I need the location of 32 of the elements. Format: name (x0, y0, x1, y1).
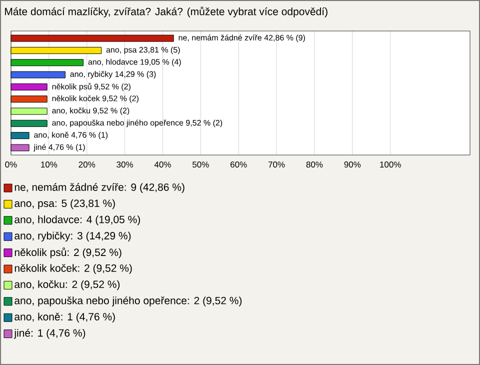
x-tick-label: 10% (41, 162, 58, 168)
data-label: ano, hlodavce 19,05 % (4) (88, 58, 181, 66)
data-label: ano, koně 4,76 % (1) (34, 132, 108, 140)
x-tick-label: 20% (78, 162, 96, 168)
text: jiné: 1 (4,76 %) (14, 328, 86, 339)
text: ano, kočku: 2 (9,52 %) (14, 280, 120, 290)
x-tick-label: 100% (380, 162, 401, 168)
data-label: několik psů 9,52 % (2) (52, 82, 130, 91)
text: ano, rybičky: 3 (14,29 %) (14, 232, 131, 242)
chart-title: Máte domácí mazlíčky, zvířata? Jaká? (můžete vybrat více odpovědí) (5, 6, 328, 18)
x-tick-label: 90% (344, 162, 361, 168)
text: ne, nemám žádné zvíře: 9 (42,86 %) (14, 183, 184, 193)
data-label: ano, rybičky 14,29 % (3) (70, 71, 156, 78)
data-label: jiné 4,76 % (1) (34, 144, 85, 152)
x-tick-label: 0% (5, 162, 17, 168)
x-tick-label: 30% (116, 162, 134, 168)
text: ano, papouška nebo jiného opeřence: 2 (9,52 %) (14, 296, 242, 306)
text: několik koček: 2 (9,52 %) (14, 264, 132, 274)
data-label: ano, papouška nebo jiného opeřence 9,52 % (2) (52, 120, 222, 128)
x-tick-label: 50% (192, 162, 209, 168)
data-label: ano, kočku 9,52 % (2) (52, 107, 130, 115)
text: ano, koně: 1 (4,76 %) (14, 312, 115, 323)
text: ano, psa: 5 (23,81 %) (14, 199, 115, 210)
data-label: ano, psa 23,81 % (5) (106, 46, 180, 54)
x-tick-label: 60% (230, 162, 247, 168)
x-tick-label: 40% (154, 162, 171, 168)
x-tick-label: 70% (268, 162, 285, 168)
text: několik psů: 2 (9,52 %) (14, 247, 122, 258)
data-label: ne, nemám žádné zvíře 42,86 % (9) (178, 34, 305, 42)
data-label: několik koček 9,52 % (2) (52, 95, 138, 103)
text: ano, hlodavce: 4 (19,05 %) (14, 216, 140, 226)
x-tick-label: 80% (306, 162, 323, 168)
